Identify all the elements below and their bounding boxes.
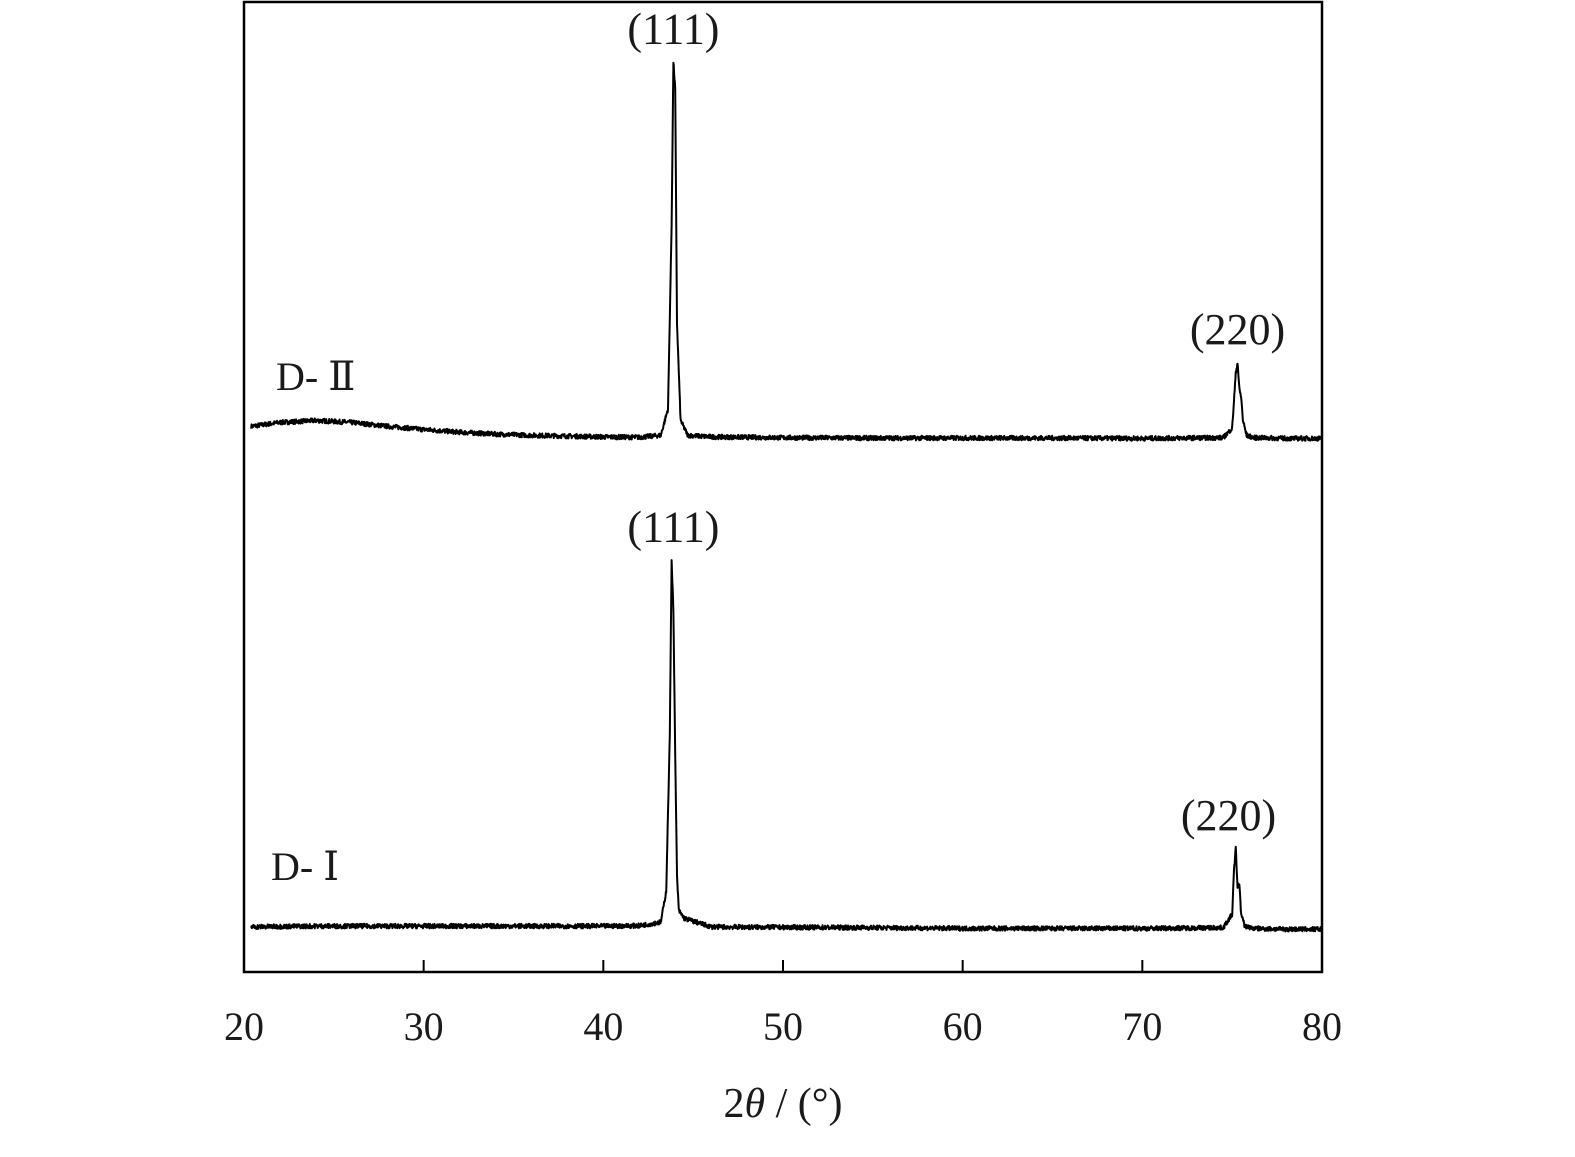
series-label-1: D- Ⅱ <box>276 354 355 399</box>
x-axis-ticks <box>243 960 1323 972</box>
peak-label-1: (111) <box>627 5 719 54</box>
series-labels: D- Ⅱ D- Ⅰ <box>271 354 355 889</box>
peak-label-4: (220) <box>1181 791 1276 840</box>
x-tick-label-30: 30 <box>404 1004 444 1049</box>
x-tick-label-40: 40 <box>583 1004 623 1049</box>
x-tick-label-80: 80 <box>1302 1004 1342 1049</box>
x-tick-label-60: 60 <box>943 1004 983 1049</box>
peak-label-3: (111) <box>627 503 719 552</box>
x-axis-title: 2θ / (°) <box>723 1081 842 1127</box>
x-axis-tick-labels: 20 30 40 50 60 70 80 <box>224 1004 1342 1049</box>
plot-frame <box>242 0 1324 974</box>
x-axis-title-prefix: 2 <box>723 1081 744 1127</box>
x-tick-label-70: 70 <box>1122 1004 1162 1049</box>
x-tick-label-50: 50 <box>763 1004 803 1049</box>
x-tick-label-20: 20 <box>224 1004 264 1049</box>
series-lines <box>250 61 1323 933</box>
series-label-2: D- Ⅰ <box>271 844 339 889</box>
series-line-2 <box>250 559 1323 933</box>
peak-label-2: (220) <box>1190 305 1285 354</box>
x-axis-title-unit: / (°) <box>765 1081 842 1127</box>
peak-labels: (111) (220) (111) (220) <box>627 5 1285 840</box>
x-axis-title-theta: θ <box>744 1081 765 1127</box>
series-line-1 <box>250 61 1323 442</box>
